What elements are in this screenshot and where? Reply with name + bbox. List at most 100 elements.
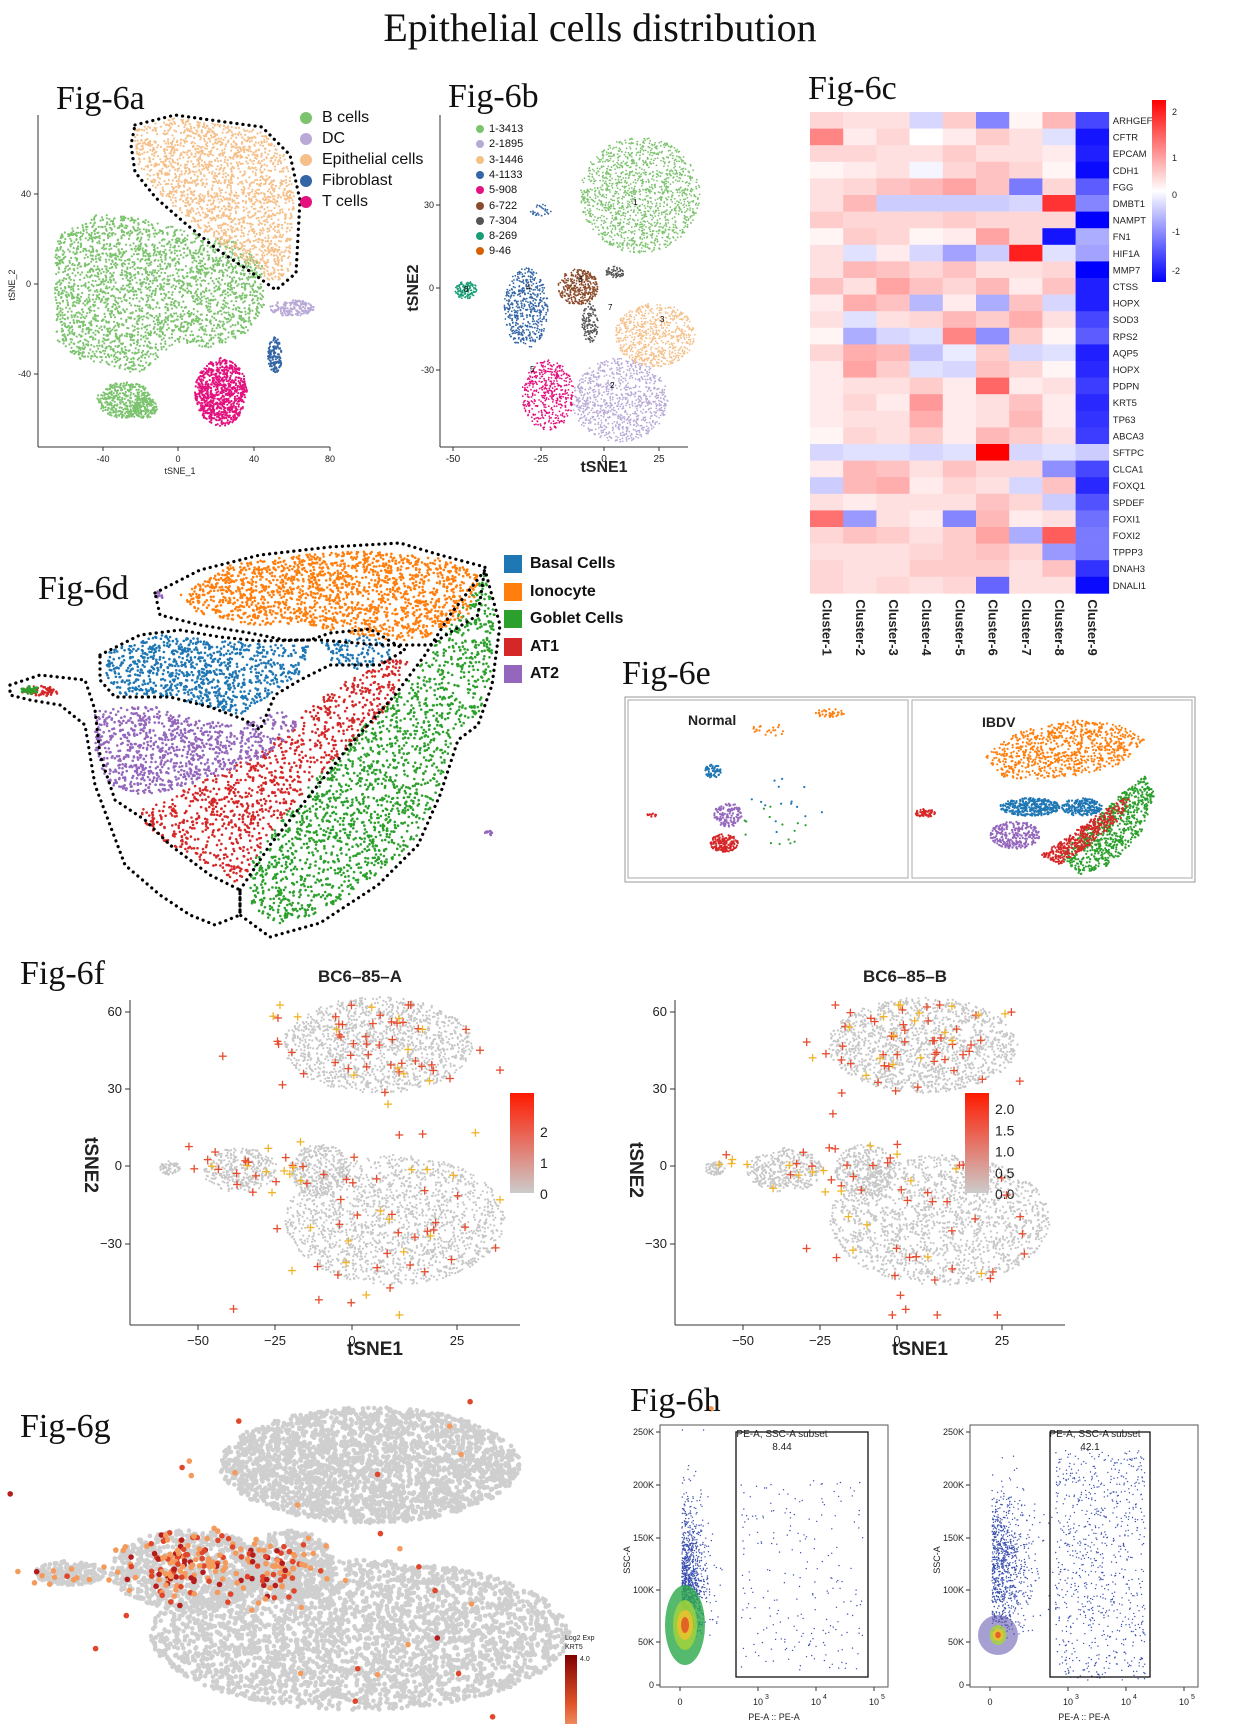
fig-6a-epithelial-point	[247, 238, 250, 241]
fig-6a-bcells-point	[138, 383, 141, 386]
fig-6a-bcells-point	[235, 271, 238, 275]
fig-6a-bcells-point	[139, 401, 142, 404]
fig-6a-bcells-point	[152, 289, 155, 292]
fig-6a-bcells-point	[154, 258, 157, 261]
fig-6a-bcells-point	[120, 235, 123, 238]
fig-6a-epithelial-point	[174, 196, 177, 199]
fig-6a-bcells-point	[158, 306, 161, 309]
fig-6a-epithelial-point	[241, 182, 244, 185]
fig-6a-bcells-point	[91, 355, 94, 358]
fig-6a-bcells-point	[96, 344, 99, 347]
fig-6a-epithelial-point	[194, 152, 197, 155]
fig-6a-bcells-point	[133, 415, 136, 418]
fig-6a-bcells-point	[62, 329, 65, 332]
fig-6a-dc-point	[288, 301, 291, 304]
fig-6a-bcells-point	[95, 314, 98, 317]
fig-6a-bcells-point	[141, 354, 144, 357]
fig-6a-bcells-point	[158, 253, 161, 256]
fig-6a-bcells-point	[103, 352, 106, 355]
fig-6a-bcells-point	[174, 339, 177, 342]
fig-6a-bcells-point	[64, 238, 67, 241]
fig-6a-bcells-point	[71, 262, 75, 265]
fig-6a-epithelial-point	[262, 144, 265, 147]
fig-6a-epithelial-point	[290, 216, 293, 219]
fig-6a-bcells-point	[198, 328, 201, 331]
fig-6a-epithelial-point	[237, 154, 240, 158]
fig-6a-epithelial-point	[178, 157, 181, 160]
fig-6a-epithelial-point	[286, 197, 289, 200]
fig-6a-epithelial-point	[273, 225, 277, 228]
fig-6a-bcells-point	[140, 390, 143, 393]
fig-6a-epithelial-point	[231, 134, 234, 137]
fig-6a-bcells-point	[71, 227, 74, 230]
fig-6a-bcells-point	[102, 245, 105, 248]
fig-6a-bcells-point	[70, 242, 74, 245]
fig-6a-bcells-point	[169, 313, 172, 316]
fig-6a-bcells-point	[260, 298, 263, 301]
fig-6a-bcells-point	[146, 234, 149, 237]
fig-6a-epithelial-point	[149, 160, 152, 163]
fig-6a-bcells-point	[86, 312, 89, 315]
fig-6a-bcells-point	[110, 294, 113, 298]
fig-6a-bcells-point	[152, 307, 155, 310]
fig-6a-epithelial-point	[223, 198, 226, 201]
fig-6a-bcells-point	[223, 296, 226, 299]
fig-6a-bcells-point	[54, 296, 57, 299]
fig-6a-epithelial-point	[171, 179, 174, 182]
fig-6a-bcells-point	[124, 412, 127, 415]
fig-6a-bcells-point	[177, 304, 181, 307]
fig-6a-bcells-point	[155, 354, 158, 357]
fig-6a-bcells-point	[85, 249, 88, 252]
fig-6a-bcells-point	[98, 237, 101, 240]
fig-6a-dc-point	[304, 301, 307, 304]
fig-6a-bcells-point	[196, 278, 199, 281]
fig-6a-epithelial-point	[259, 206, 262, 209]
fig-6a-epithelial-point	[165, 154, 168, 157]
fig-6a-bcells-point	[92, 360, 95, 363]
fig-6a-epithelial-point	[186, 209, 189, 212]
fig-6a-bcells-point	[207, 342, 210, 345]
fig-6a-bcells-point	[58, 279, 61, 282]
fig-6a-bcells-point	[67, 233, 70, 236]
fig-6a-bcells-point	[116, 359, 119, 362]
fig-6a-epithelial-point	[189, 211, 192, 214]
fig-6a-epithelial-point	[229, 157, 232, 160]
fig-6a-epithelial-point	[146, 173, 149, 176]
fig-6a-epithelial-point	[224, 143, 227, 146]
fig-6a-epithelial-point	[179, 131, 182, 135]
fig-6a-bcells-point	[247, 278, 250, 281]
fig-6a-epithelial-point	[243, 172, 246, 175]
fig-6a-epithelial-point	[203, 185, 207, 188]
fig-6a-epithelial-point	[209, 203, 213, 206]
fig-6a-epithelial-point	[224, 178, 227, 181]
fig-6a-bcells-point	[151, 400, 154, 403]
fig-6a-epithelial-point	[186, 193, 189, 196]
fig-6a-epithelial-point	[223, 124, 226, 128]
fig-6a-epithelial-point	[229, 187, 232, 190]
fig-6a-epithelial-point	[148, 157, 151, 160]
fig-6a-bcells-point	[119, 352, 122, 355]
fig-6a-bcells-point	[146, 391, 149, 394]
fig-6a-bcells-point	[125, 401, 128, 404]
fig-6a-bcells-point	[89, 221, 92, 225]
fig-6a-bcells-point	[115, 329, 118, 332]
fig-6a-bcells-point	[205, 314, 208, 317]
fig-6a-bcells-point	[62, 339, 65, 342]
fig-6a-epithelial-point	[139, 148, 142, 151]
fig-6a-bcells-point	[93, 265, 96, 268]
fig-6a-bcells-point	[154, 323, 157, 326]
fig-6a-epithelial-point	[182, 151, 185, 154]
fig-6a-bcells-point	[181, 315, 184, 318]
fig-6a-bcells-point	[169, 243, 172, 246]
fig-6a-bcells-point	[137, 272, 140, 275]
fig-6a-bcells-point	[195, 270, 199, 273]
fig-6a-bcells-point	[105, 223, 108, 226]
fig-6a-epithelial-point	[169, 162, 172, 165]
fig-6a-epithelial-point	[243, 221, 246, 224]
fig-6a-epithelial-point	[286, 195, 289, 198]
fig-6a-bcells-point	[62, 271, 65, 274]
fig-6a-bcells-point	[118, 258, 121, 261]
fig-6a-bcells-point	[147, 355, 150, 358]
fig-6a-bcells-point	[115, 416, 118, 419]
fig-6a-bcells-point	[141, 273, 144, 276]
